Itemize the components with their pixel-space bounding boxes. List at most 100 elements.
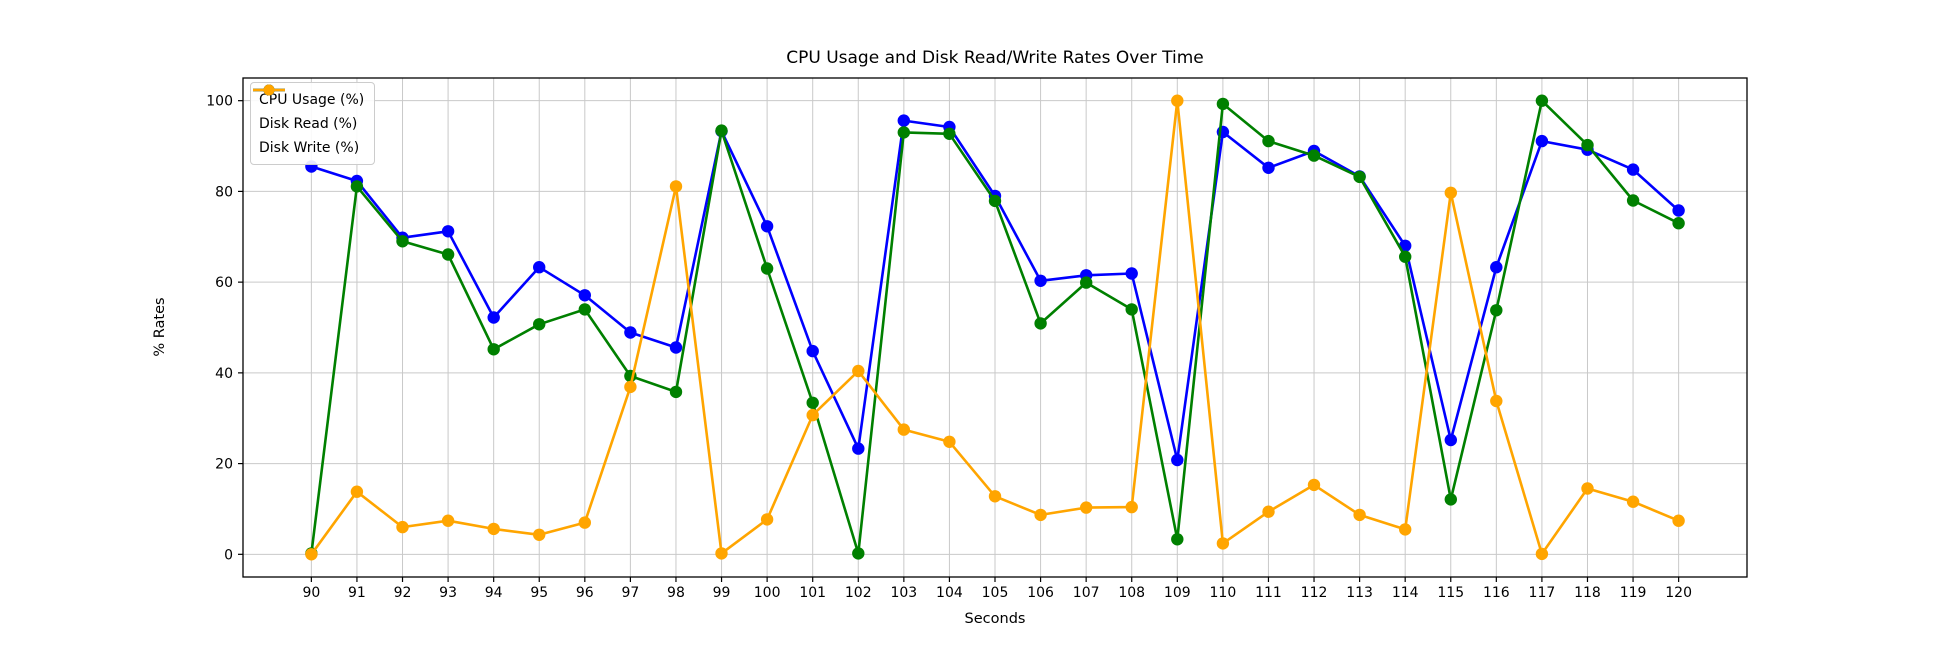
data-point-marker (806, 408, 819, 422)
x-tick-label: 93 (439, 585, 457, 601)
data-point-marker (1080, 276, 1093, 289)
x-tick-label: 108 (1118, 585, 1145, 601)
data-point-marker (715, 547, 728, 560)
data-point-marker (1125, 500, 1138, 514)
data-point-marker (1490, 394, 1503, 408)
y-axis-label: % Rates (152, 297, 168, 357)
x-tick-label: 110 (1210, 585, 1237, 601)
x-tick-label: 119 (1620, 585, 1647, 601)
data-point-marker (806, 344, 819, 358)
data-point-marker (578, 303, 591, 316)
data-point-marker (1216, 97, 1230, 111)
data-point-marker (396, 520, 409, 534)
data-point-marker (1672, 204, 1685, 217)
data-point-marker (1626, 194, 1640, 207)
data-point-marker (1262, 161, 1275, 174)
y-gridlines (243, 100, 1747, 555)
x-tick-label: 96 (576, 585, 594, 601)
legend-label: Disk Write (%) (259, 139, 360, 156)
data-point-marker (1171, 533, 1184, 546)
data-point-marker (624, 380, 637, 394)
data-point-marker (988, 194, 1002, 208)
x-tick-label: 102 (845, 585, 872, 601)
x-tick-label: 103 (890, 585, 917, 601)
data-point-marker (624, 326, 637, 339)
data-point-marker (852, 442, 865, 455)
data-point-marker (760, 513, 774, 526)
x-tick-label: 107 (1073, 585, 1100, 601)
x-tick-label: 91 (348, 585, 366, 601)
x-tick-label: 90 (302, 585, 320, 601)
x-tick-label: 97 (621, 585, 639, 601)
y-tick-labels: 0 20 40 60 80 100 (206, 94, 243, 563)
legend-item: Disk Write (%) (253, 84, 364, 158)
x-tick-label: 106 (1027, 585, 1054, 601)
data-point-marker (852, 364, 865, 378)
data-point-marker (1171, 94, 1184, 107)
data-point-marker (533, 528, 546, 541)
x-tick-label: 114 (1392, 585, 1419, 601)
data-point-marker (806, 396, 819, 409)
data-point-marker (760, 262, 774, 275)
legend-item: Disk Read (%) (253, 84, 364, 134)
x-tick-label: 92 (394, 585, 412, 601)
data-point-marker (943, 435, 956, 448)
data-point-marker (1125, 267, 1138, 280)
data-point-marker (897, 423, 910, 436)
data-point-marker (1399, 523, 1412, 536)
x-tick-label: 104 (936, 585, 963, 601)
x-tick-labels: 90 91 92 93 94 95 96 97 98 99 100 101 102 103 104 105 10… (302, 577, 1692, 601)
x-tick-label: 109 (1164, 585, 1191, 601)
data-point-marker (760, 220, 774, 233)
data-point-marker (533, 318, 546, 331)
data-point-marker (1626, 163, 1640, 176)
x-tick-label: 112 (1301, 585, 1328, 601)
data-point-marker (1034, 317, 1047, 330)
y-tick-label: 20 (215, 457, 233, 473)
data-point-marker (1171, 453, 1184, 467)
y-tick-label: 100 (206, 94, 233, 110)
data-point-marker (988, 490, 1002, 503)
data-point-marker (1581, 138, 1594, 152)
data-point-marker (669, 180, 683, 193)
data-point-marker (1262, 134, 1275, 148)
x-tick-label: 95 (530, 585, 548, 601)
data-point-marker (1672, 514, 1685, 527)
data-point-marker (1672, 217, 1685, 230)
data-point-marker (1490, 261, 1503, 274)
data-point-marker (350, 485, 364, 498)
data-point-marker (897, 114, 910, 127)
data-point-marker (669, 341, 683, 354)
y-tick-label: 60 (215, 275, 233, 291)
data-point-marker (1034, 508, 1047, 522)
data-point-marker (578, 516, 591, 529)
y-tick-label: 40 (215, 366, 233, 382)
data-point-marker (1535, 94, 1549, 107)
data-point-marker (715, 124, 728, 137)
x-tick-label: 118 (1574, 585, 1601, 601)
x-tick-label: 100 (754, 585, 781, 601)
data-point-marker (487, 311, 500, 324)
data-point-marker (1353, 508, 1366, 522)
data-point-marker (1262, 505, 1275, 518)
x-tick-label: 116 (1483, 585, 1510, 601)
data-point-marker (305, 548, 318, 561)
data-point-marker (487, 522, 500, 536)
x-tick-label: 111 (1255, 585, 1282, 601)
data-point-marker (441, 514, 455, 527)
data-point-marker (396, 235, 409, 248)
x-tick-label: 101 (799, 585, 826, 601)
data-point-marker (852, 547, 865, 560)
data-point-marker (578, 289, 591, 302)
y-tick-label: 80 (215, 184, 233, 200)
data-point-marker (1080, 501, 1093, 514)
x-tick-label: 94 (485, 585, 503, 601)
x-tick-label: 120 (1665, 585, 1692, 601)
x-tick-label: 99 (713, 585, 731, 601)
data-point-marker (1444, 186, 1458, 199)
x-tick-label: 105 (982, 585, 1009, 601)
legend-label: Disk Read (%) (259, 115, 358, 132)
data-point-marker (441, 225, 455, 238)
data-point-marker (1626, 495, 1640, 508)
